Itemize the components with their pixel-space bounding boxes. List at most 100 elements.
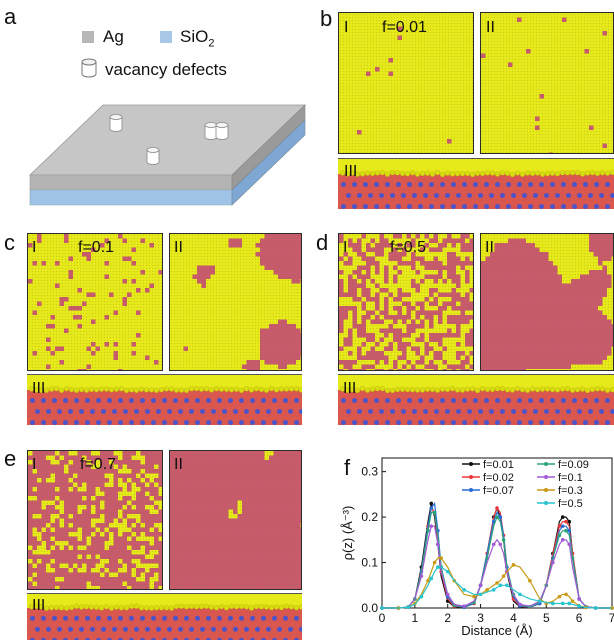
data-point: [432, 560, 437, 565]
data-point: [419, 594, 424, 599]
legend-marker: [544, 475, 548, 479]
data-point: [557, 524, 562, 528]
data-point: [551, 560, 555, 565]
vacancy-cylinder: [215, 122, 229, 140]
atom-lattice: [481, 234, 613, 370]
data-point: [432, 510, 437, 515]
snapshot-b-top-view-i: [338, 12, 474, 154]
data-point: [577, 604, 581, 608]
label-e-ii: II: [174, 456, 183, 473]
label-c-i: I: [32, 239, 37, 256]
x-tick-label: 5: [543, 611, 550, 625]
data-point: [560, 601, 565, 606]
label-c-ii: II: [174, 239, 183, 256]
series-line: [382, 501, 612, 609]
atom-lattice: [481, 13, 613, 153]
legend-marker: [544, 462, 548, 466]
y-tick-label: 0.1: [361, 556, 378, 570]
x-tick-label: 3: [477, 611, 484, 625]
data-point: [429, 501, 434, 506]
data-point: [406, 605, 411, 609]
data-point: [491, 542, 496, 547]
legend-sio2-label: SiO2: [180, 27, 214, 49]
side-view-layers: [338, 375, 614, 425]
label-c-iii: III: [32, 380, 46, 397]
panel-label-e: e: [4, 446, 17, 471]
data-point: [491, 588, 496, 592]
data-point: [557, 594, 562, 599]
panel-label-d: d: [316, 230, 329, 255]
data-point: [564, 519, 568, 524]
data-point: [518, 592, 522, 597]
y-tick-label: 0.0: [361, 601, 378, 615]
data-point: [498, 515, 503, 519]
data-point: [564, 528, 568, 533]
data-point: [593, 606, 598, 610]
snapshot-b-top-view-ii: [480, 12, 614, 154]
data-point: [380, 606, 384, 610]
data-point: [462, 604, 466, 608]
snapshot-c-side-view: [27, 374, 302, 425]
data-point: [426, 578, 430, 583]
fraction-label-c: f=0.1: [78, 239, 115, 256]
legend-ag-swatch: [82, 31, 94, 43]
data-point: [485, 588, 489, 592]
plot-frame: [381, 457, 613, 609]
data-point: [426, 528, 430, 533]
data-point: [560, 538, 565, 542]
data-point: [495, 506, 499, 510]
panel-label-a: a: [4, 4, 17, 29]
atom-lattice: [339, 234, 473, 370]
data-point: [528, 578, 532, 583]
slab-schematic: [29, 104, 306, 206]
data-point: [501, 538, 506, 542]
data-point: [478, 583, 483, 588]
snapshot-d-top-view-i: [338, 233, 474, 371]
data-point: [419, 574, 424, 578]
legend-sio2-swatch: [160, 31, 172, 43]
snapshot-e-side-view: [27, 593, 302, 640]
y-tick-label: 0.2: [361, 510, 378, 524]
data-point: [567, 519, 572, 524]
legend-sio2-main: SiO: [180, 27, 209, 46]
data-point: [498, 542, 503, 547]
x-tick-label: 0: [379, 611, 386, 625]
data-point: [445, 592, 450, 597]
legend-ag-label: Ag: [103, 27, 124, 46]
legend-label: f=0.1: [558, 472, 583, 484]
atom-lattice: [28, 451, 162, 589]
vacancy-cylinder: [146, 147, 160, 165]
data-point: [564, 592, 568, 597]
x-tick-label: 6: [576, 611, 583, 625]
panel-label-f: f: [344, 455, 351, 480]
snapshot-e-top-view-ii: [169, 450, 302, 590]
side-view-layers: [338, 159, 614, 209]
legend-label: f=0.01: [483, 459, 514, 471]
data-point: [567, 542, 572, 547]
data-point: [505, 583, 509, 588]
fraction-label-d: f=0.5: [390, 239, 427, 256]
label-b-ii: II: [486, 19, 495, 36]
density-profile-chart: 0 1 2 3 4 5 6 7 0.0 0.1 0.2 0.3 Distance (Å) ρ(z) (Å⁻…: [340, 457, 614, 638]
side-view-layers: [27, 375, 302, 425]
data-point: [445, 569, 450, 574]
label-d-i: I: [343, 239, 348, 256]
panel-label-b: b: [320, 6, 333, 31]
y-axis-label: ρ(z) (Å⁻³): [340, 506, 355, 561]
data-point: [436, 565, 440, 569]
data-point: [498, 583, 503, 588]
data-point: [439, 556, 443, 560]
legend-marker: [469, 488, 473, 492]
snapshot-c-top-view-i: [27, 233, 163, 371]
fraction-label-e: f=0.7: [80, 456, 117, 473]
label-e-i: I: [32, 456, 37, 473]
snapshot-c-top-view-ii: [169, 233, 302, 371]
data-point: [518, 602, 522, 607]
data-point: [551, 601, 555, 606]
legend-marker: [469, 462, 473, 466]
data-point: [570, 599, 575, 603]
series-f=0.5: [380, 565, 612, 610]
legend-label: f=0.07: [483, 485, 514, 497]
data-point: [462, 588, 466, 592]
data-point: [557, 533, 562, 538]
